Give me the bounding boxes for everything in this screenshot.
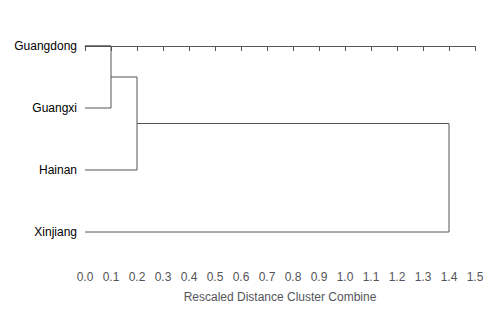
svg-text:0.4: 0.4 xyxy=(181,270,198,284)
svg-text:0.6: 0.6 xyxy=(233,270,250,284)
svg-text:Xinjiang: Xinjiang xyxy=(34,225,77,239)
svg-text:0.3: 0.3 xyxy=(155,270,172,284)
svg-text:Rescaled Distance Cluster Comb: Rescaled Distance Cluster Combine xyxy=(184,290,377,304)
svg-text:0.2: 0.2 xyxy=(129,270,146,284)
svg-text:0.8: 0.8 xyxy=(285,270,302,284)
svg-text:1.4: 1.4 xyxy=(441,270,458,284)
svg-text:0.1: 0.1 xyxy=(103,270,120,284)
svg-text:1.2: 1.2 xyxy=(389,270,406,284)
svg-text:1.0: 1.0 xyxy=(337,270,354,284)
svg-text:1.1: 1.1 xyxy=(363,270,380,284)
svg-text:0.9: 0.9 xyxy=(311,270,328,284)
svg-text:1.3: 1.3 xyxy=(415,270,432,284)
svg-text:0.0: 0.0 xyxy=(77,270,94,284)
svg-text:Guangxi: Guangxi xyxy=(32,101,77,115)
svg-text:0.7: 0.7 xyxy=(259,270,276,284)
svg-text:Hainan: Hainan xyxy=(39,163,77,177)
svg-text:0.5: 0.5 xyxy=(207,270,224,284)
svg-text:1.5: 1.5 xyxy=(467,270,484,284)
svg-text:Guangdong: Guangdong xyxy=(14,39,77,53)
